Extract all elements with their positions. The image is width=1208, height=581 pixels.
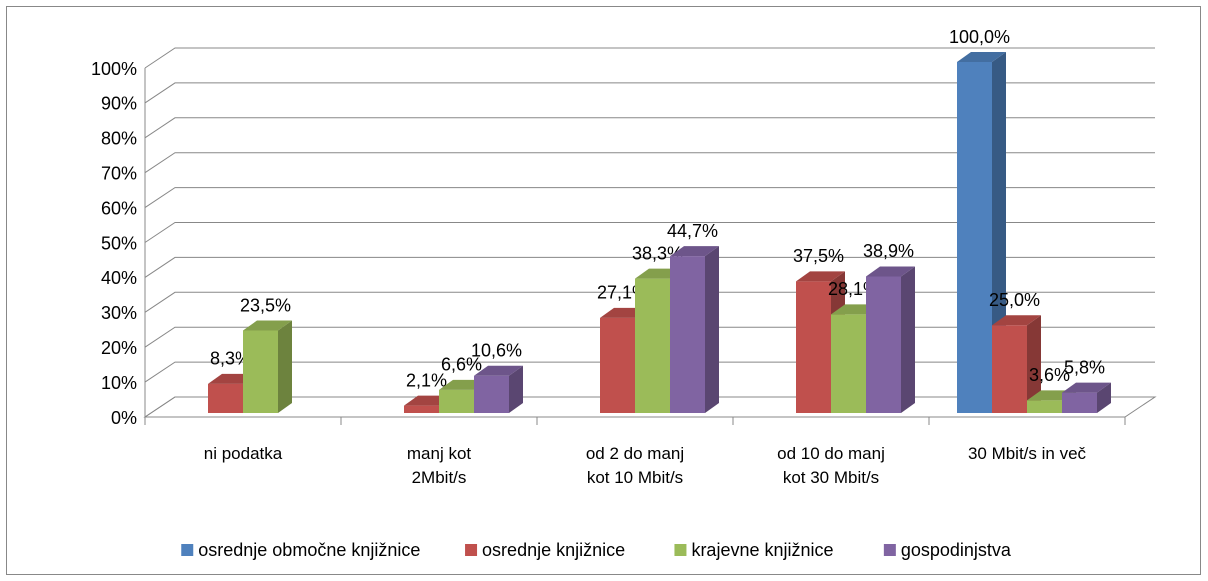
bar-top (1062, 382, 1111, 393)
bar-side (1097, 382, 1111, 413)
value-label: 38,9% (863, 241, 914, 261)
bar-front (243, 330, 278, 413)
y-tick-label: 50% (101, 233, 137, 253)
bar-front (957, 62, 992, 413)
y-tick-label: 20% (101, 338, 137, 358)
bar-front (1027, 400, 1062, 413)
legend-swatch (883, 544, 896, 556)
y-tick-label: 40% (101, 268, 137, 288)
value-label: 6,6% (441, 355, 482, 375)
y-tick-label: 90% (101, 94, 137, 114)
bar-side (1027, 315, 1041, 413)
bar-front (474, 375, 509, 413)
value-label: 23,5% (240, 295, 291, 315)
value-label: 25,0% (989, 290, 1040, 310)
bar-front (600, 317, 635, 413)
y-tick-label: 30% (101, 303, 137, 323)
bar-front (439, 389, 474, 413)
y-tick-label: 100% (91, 59, 137, 79)
legend-label: osrednje knjižnice (482, 540, 625, 560)
legend-swatch (181, 544, 194, 556)
value-label: 5,8% (1064, 357, 1105, 377)
bar-top (243, 320, 292, 331)
grid-line (144, 152, 1155, 174)
bar (243, 320, 292, 413)
grid-line (144, 47, 1155, 69)
bar-top (992, 315, 1041, 326)
grid-line (144, 187, 1155, 209)
value-label: 2,1% (406, 370, 447, 390)
legend-swatch (465, 544, 478, 556)
legend-swatch (674, 544, 687, 556)
legend-label: osrednje območne knjižnice (198, 540, 420, 560)
bar-top (796, 271, 845, 282)
legend-label: krajevne knjižnice (691, 540, 833, 560)
bar-front (635, 278, 670, 413)
bar (866, 266, 915, 413)
y-tick-label: 60% (101, 198, 137, 218)
x-tick-label: od 10 do manj kot 30 Mbit/s (777, 444, 885, 487)
legend-label: gospodinjstva (901, 540, 1012, 560)
value-label: 8,3% (210, 349, 251, 369)
bar-top (474, 365, 523, 376)
bar-front (831, 314, 866, 413)
x-tick-label: od 2 do manj kot 10 Mbit/s (585, 444, 685, 487)
value-label: 10,6% (471, 341, 522, 361)
bar (474, 365, 523, 413)
x-tick-label: manj kot 2Mbit/s (406, 444, 472, 487)
y-tick-label: 0% (111, 408, 137, 428)
grid-line (144, 222, 1155, 243)
bar-side (901, 266, 915, 413)
bar-side (278, 320, 292, 413)
bar-front (208, 383, 243, 413)
bar-front (796, 281, 831, 413)
bar-top (866, 266, 915, 277)
bar-front (1062, 392, 1097, 413)
value-label: 44,7% (667, 221, 718, 241)
bar-front (404, 405, 439, 413)
bar (992, 315, 1041, 413)
bar-front (866, 276, 901, 413)
y-tick-label: 80% (101, 129, 137, 149)
bar-front (992, 325, 1027, 413)
grid-line (144, 117, 1155, 139)
grid-line (144, 256, 1155, 278)
x-tick-label: 30 Mbit/s in več (967, 444, 1087, 463)
value-label: 37,5% (793, 246, 844, 266)
bar-side (705, 246, 719, 413)
bar-top (670, 246, 719, 257)
bar-side (509, 365, 523, 413)
value-label: 3,6% (1029, 365, 1070, 385)
grid-line (144, 82, 1155, 104)
bar (1062, 382, 1111, 413)
bar-top (957, 52, 1006, 62)
y-tick-label: 10% (101, 373, 137, 393)
bar-front (670, 256, 705, 413)
bar (670, 246, 719, 413)
value-label: 100,0% (949, 27, 1010, 47)
y-tick-label: 70% (101, 163, 137, 183)
x-tick-label: ni podatka (203, 444, 283, 463)
